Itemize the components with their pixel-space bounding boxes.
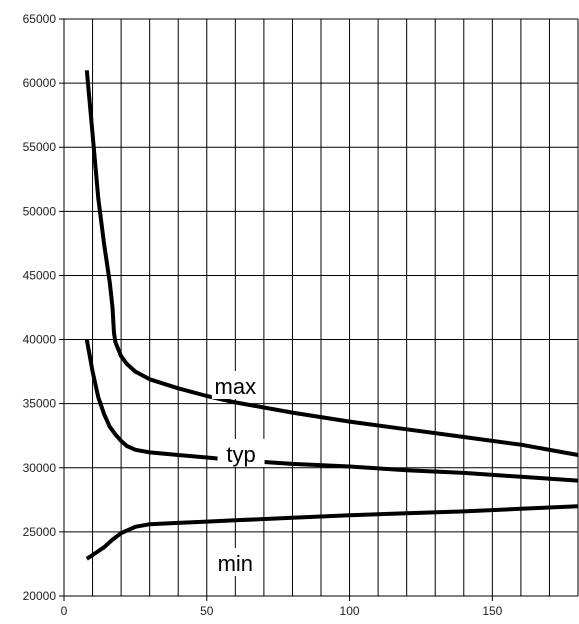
series-group xyxy=(84,70,579,561)
y-tick-label: 35000 xyxy=(23,397,57,411)
y-tick-label: 65000 xyxy=(23,12,57,26)
series-label-min: min xyxy=(218,551,253,576)
y-tick-label: 20000 xyxy=(23,589,57,603)
y-tick-label: 50000 xyxy=(23,204,57,218)
series-label-typ: typ xyxy=(226,442,255,467)
series-line-max xyxy=(84,70,579,457)
y-tick-label: 55000 xyxy=(23,140,57,154)
x-tick-label: 50 xyxy=(200,604,214,618)
series-line-min xyxy=(85,504,579,561)
x-tick-label: 0 xyxy=(61,604,68,618)
y-tick-label: 25000 xyxy=(23,525,57,539)
series-labels: max typ min xyxy=(211,370,265,576)
x-axis-ticks: 0 50 100 150 xyxy=(61,596,503,618)
series-label-background xyxy=(211,547,259,576)
y-tick-label: 30000 xyxy=(23,461,57,475)
series-label-max: max xyxy=(215,374,257,399)
series-label-background xyxy=(211,370,259,399)
series-label-background xyxy=(217,438,265,467)
y-axis-ticks: 20000 25000 30000 35000 40000 45000 50000 55000… xyxy=(23,12,57,603)
grid xyxy=(59,18,579,597)
y-tick-label: 60000 xyxy=(23,76,57,90)
y-tick-label: 45000 xyxy=(23,268,57,282)
x-tick-label: 150 xyxy=(482,604,502,618)
y-tick-label: 40000 xyxy=(23,333,57,347)
series-line-typ xyxy=(84,339,579,483)
x-tick-label: 100 xyxy=(340,604,360,618)
